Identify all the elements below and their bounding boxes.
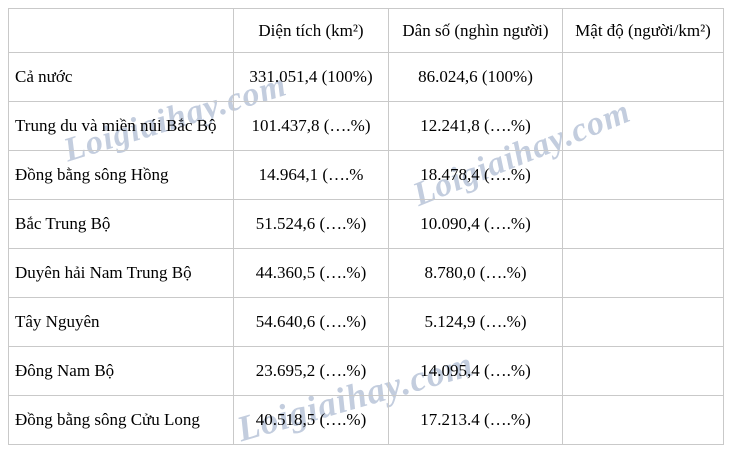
- region-name-cell: Đông Nam Bộ: [8, 346, 234, 396]
- density-value-cell: [562, 248, 724, 298]
- population-value-cell: 14.095,4 (….%): [388, 346, 563, 396]
- density-value-cell: [562, 150, 724, 200]
- table-row: Đồng bằng sông Cửu Long 40.518,5 (….%) 1…: [8, 395, 724, 445]
- population-value-cell: 10.090,4 (….%): [388, 199, 563, 249]
- region-name-cell: Tây Nguyên: [8, 297, 234, 347]
- density-value-cell: [562, 101, 724, 151]
- table-row: Trung du và miền núi Bắc Bộ 101.437,8 (……: [8, 101, 724, 151]
- area-value-cell: 44.360,5 (….%): [233, 248, 389, 298]
- col-header-density: Mật độ (người/km²): [562, 8, 724, 53]
- region-name-cell: Đồng bằng sông Cửu Long: [8, 395, 234, 445]
- population-value-cell: 5.124,9 (….%): [388, 297, 563, 347]
- population-value-cell: 17.213.4 (….%): [388, 395, 563, 445]
- area-value-cell: 23.695,2 (….%): [233, 346, 389, 396]
- regions-statistics-table: Diện tích (km²) Dân số (nghìn người) Mật…: [8, 8, 724, 445]
- area-value-cell: 14.964,1 (….%: [233, 150, 389, 200]
- col-header-population: Dân số (nghìn người): [388, 8, 563, 53]
- table-row: Bắc Trung Bộ 51.524,6 (….%) 10.090,4 (….…: [8, 199, 724, 249]
- region-name-cell: Đồng bằng sông Hồng: [8, 150, 234, 200]
- table-row: Đồng bằng sông Hồng 14.964,1 (….% 18.478…: [8, 150, 724, 200]
- table-row: Cả nước 331.051,4 (100%) 86.024,6 (100%): [8, 52, 724, 102]
- table-header-row: Diện tích (km²) Dân số (nghìn người) Mật…: [8, 8, 724, 53]
- density-value-cell: [562, 297, 724, 347]
- area-value-cell: 40.518,5 (….%): [233, 395, 389, 445]
- density-value-cell: [562, 52, 724, 102]
- table-row: Đông Nam Bộ 23.695,2 (….%) 14.095,4 (….%…: [8, 346, 724, 396]
- col-header-region: [8, 8, 234, 53]
- area-value-cell: 51.524,6 (….%): [233, 199, 389, 249]
- region-name-cell: Duyên hải Nam Trung Bộ: [8, 248, 234, 298]
- region-name-cell: Bắc Trung Bộ: [8, 199, 234, 249]
- area-value-cell: 101.437,8 (….%): [233, 101, 389, 151]
- col-header-area: Diện tích (km²): [233, 8, 389, 53]
- region-name-cell: Trung du và miền núi Bắc Bộ: [8, 101, 234, 151]
- area-value-cell: 331.051,4 (100%): [233, 52, 389, 102]
- table-row: Duyên hải Nam Trung Bộ 44.360,5 (….%) 8.…: [8, 248, 724, 298]
- population-value-cell: 8.780,0 (….%): [388, 248, 563, 298]
- population-value-cell: 18.478,4 (….%): [388, 150, 563, 200]
- table-row: Tây Nguyên 54.640,6 (….%) 5.124,9 (….%): [8, 297, 724, 347]
- density-value-cell: [562, 199, 724, 249]
- region-name-cell: Cả nước: [8, 52, 234, 102]
- area-value-cell: 54.640,6 (….%): [233, 297, 389, 347]
- population-value-cell: 12.241,8 (….%): [388, 101, 563, 151]
- population-value-cell: 86.024,6 (100%): [388, 52, 563, 102]
- density-value-cell: [562, 395, 724, 445]
- density-value-cell: [562, 346, 724, 396]
- table-body: Cả nước 331.051,4 (100%) 86.024,6 (100%)…: [8, 52, 724, 445]
